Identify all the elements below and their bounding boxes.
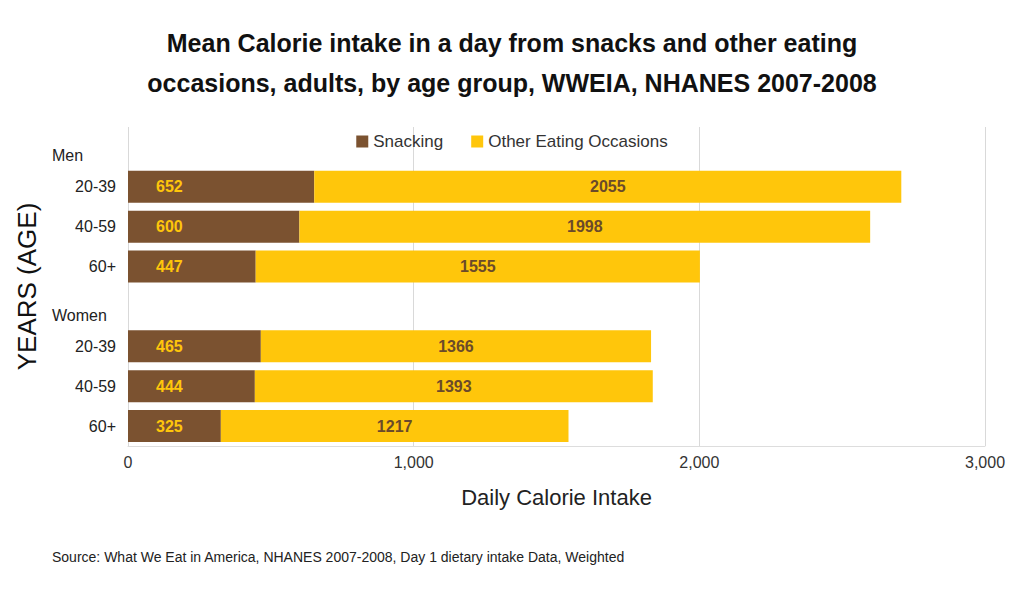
svg-text:20-39: 20-39 [75, 338, 116, 355]
svg-text:2,000: 2,000 [679, 454, 719, 471]
svg-text:Men: Men [52, 147, 83, 164]
svg-text:3,000: 3,000 [965, 454, 1005, 471]
svg-text:Mean Calorie intake in a day f: Mean Calorie intake in a day from snacks… [167, 29, 857, 57]
svg-text:YEARS (AGE): YEARS (AGE) [12, 203, 42, 371]
svg-text:60+: 60+ [89, 258, 116, 275]
svg-text:Source: What We Eat in America: Source: What We Eat in America, NHANES 2… [52, 549, 624, 565]
svg-text:Snacking: Snacking [373, 132, 443, 151]
svg-text:652: 652 [156, 178, 183, 195]
svg-text:20-39: 20-39 [75, 178, 116, 195]
svg-text:60+: 60+ [89, 418, 116, 435]
svg-text:1,000: 1,000 [394, 454, 434, 471]
svg-text:Other Eating Occasions: Other Eating Occasions [488, 132, 668, 151]
svg-text:2055: 2055 [590, 178, 626, 195]
svg-text:1393: 1393 [436, 378, 472, 395]
svg-text:Women: Women [52, 307, 107, 324]
svg-text:325: 325 [156, 418, 183, 435]
svg-text:1998: 1998 [567, 218, 603, 235]
svg-text:0: 0 [124, 454, 133, 471]
svg-text:465: 465 [156, 338, 183, 355]
svg-text:444: 444 [156, 378, 183, 395]
svg-text:Daily Calorie Intake: Daily Calorie Intake [461, 485, 652, 510]
svg-text:1217: 1217 [377, 418, 413, 435]
svg-text:1366: 1366 [438, 338, 474, 355]
svg-text:1555: 1555 [460, 258, 496, 275]
svg-text:40-59: 40-59 [75, 378, 116, 395]
svg-text:40-59: 40-59 [75, 218, 116, 235]
svg-text:600: 600 [156, 218, 183, 235]
svg-text:447: 447 [156, 258, 183, 275]
svg-text:occasions, adults, by age grou: occasions, adults, by age group, WWEIA, … [147, 69, 876, 97]
